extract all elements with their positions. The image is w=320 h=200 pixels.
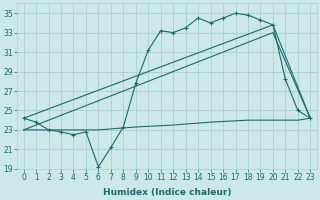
X-axis label: Humidex (Indice chaleur): Humidex (Indice chaleur)	[103, 188, 231, 197]
